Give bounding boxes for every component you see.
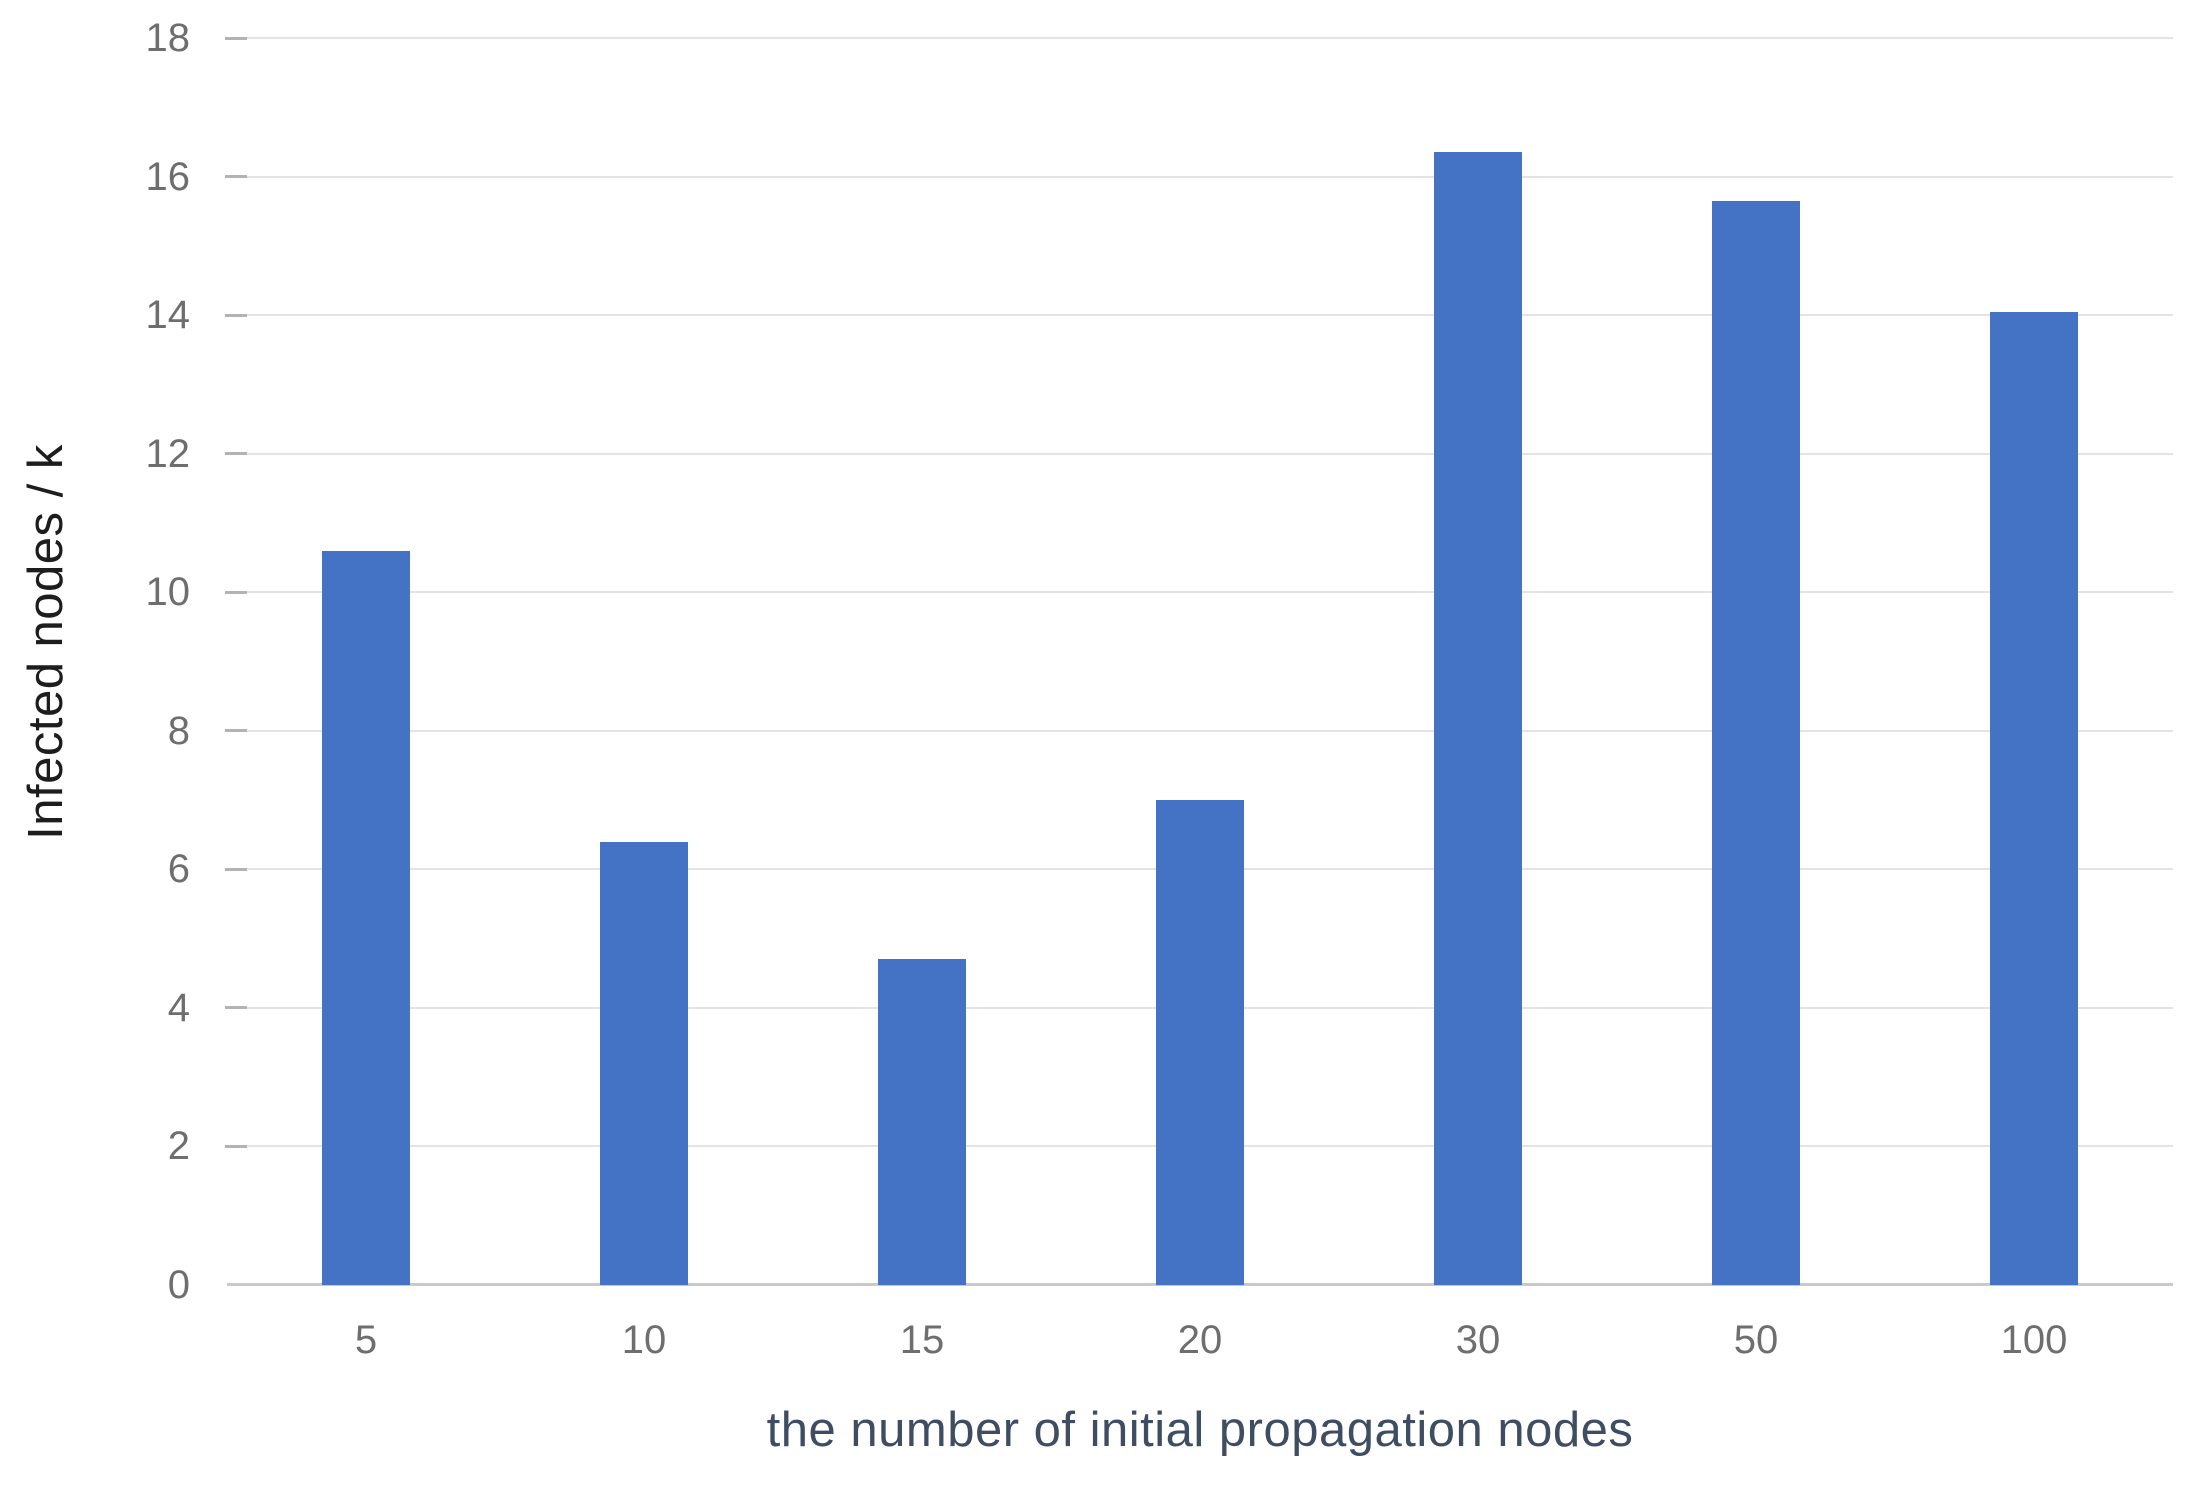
y-tick-label: 12 [145, 431, 191, 476]
y-tick-label: 16 [145, 154, 191, 199]
y-axis-tick-mark [225, 36, 247, 40]
bar-slot [505, 38, 783, 1285]
x-tick-label: 30 [1455, 1318, 1501, 1362]
bar-slot [1061, 38, 1339, 1285]
x-tick-label: 20 [1177, 1318, 1223, 1362]
y-axis-tick-mark [225, 1006, 247, 1010]
y-tick-label: 2 [167, 1124, 190, 1169]
bar-slot [227, 38, 505, 1285]
y-tick-label: 8 [167, 708, 190, 753]
x-axis-tick-labels: 5 10 15 20 30 50 100 [227, 1308, 2173, 1372]
bar-10 [600, 841, 688, 1285]
y-axis-tick-mark [225, 590, 247, 594]
bar-slot [1339, 38, 1617, 1285]
y-axis-tick-mark [225, 313, 247, 317]
bar-100 [1990, 311, 2078, 1285]
gridline [227, 452, 2173, 455]
bar-5 [322, 550, 410, 1285]
gridline [227, 729, 2173, 732]
y-tick-label: 14 [145, 293, 191, 338]
bar-series [227, 38, 2173, 1285]
y-axis-tick-labels: 0 2 4 6 8 10 12 14 16 18 [0, 18, 191, 1305]
y-tick-label: 6 [167, 847, 190, 892]
x-tick-label: 15 [899, 1318, 945, 1362]
y-axis-tick-mark [225, 175, 247, 179]
x-axis-title: the number of initial propagation nodes [766, 1403, 1634, 1457]
bar-slot [783, 38, 1061, 1285]
x-tick-label: 5 [354, 1318, 378, 1362]
y-tick-label: 0 [167, 1263, 190, 1307]
y-axis-tick-mark [225, 1144, 247, 1148]
y-axis-tick-mark [225, 452, 247, 456]
bar-slot [1617, 38, 1895, 1285]
bar-slot [1895, 38, 2173, 1285]
x-tick-label: 10 [621, 1318, 667, 1362]
gridline [227, 591, 2173, 594]
bar-20 [1156, 800, 1244, 1285]
plot-area [225, 36, 2173, 1286]
gridline [227, 314, 2173, 317]
bar-15 [878, 959, 966, 1285]
y-axis-tick-mark [225, 867, 247, 871]
bar-50 [1712, 200, 1800, 1285]
bar-30 [1434, 152, 1522, 1285]
x-tick-label: 50 [1733, 1318, 1779, 1362]
y-tick-label: 10 [145, 570, 191, 615]
gridline [227, 175, 2173, 178]
x-tick-label: 100 [2000, 1318, 2068, 1362]
gridline [227, 37, 2173, 39]
y-axis-tick-mark [225, 729, 247, 733]
y-tick-label: 4 [167, 985, 190, 1030]
y-tick-label: 18 [145, 16, 191, 60]
